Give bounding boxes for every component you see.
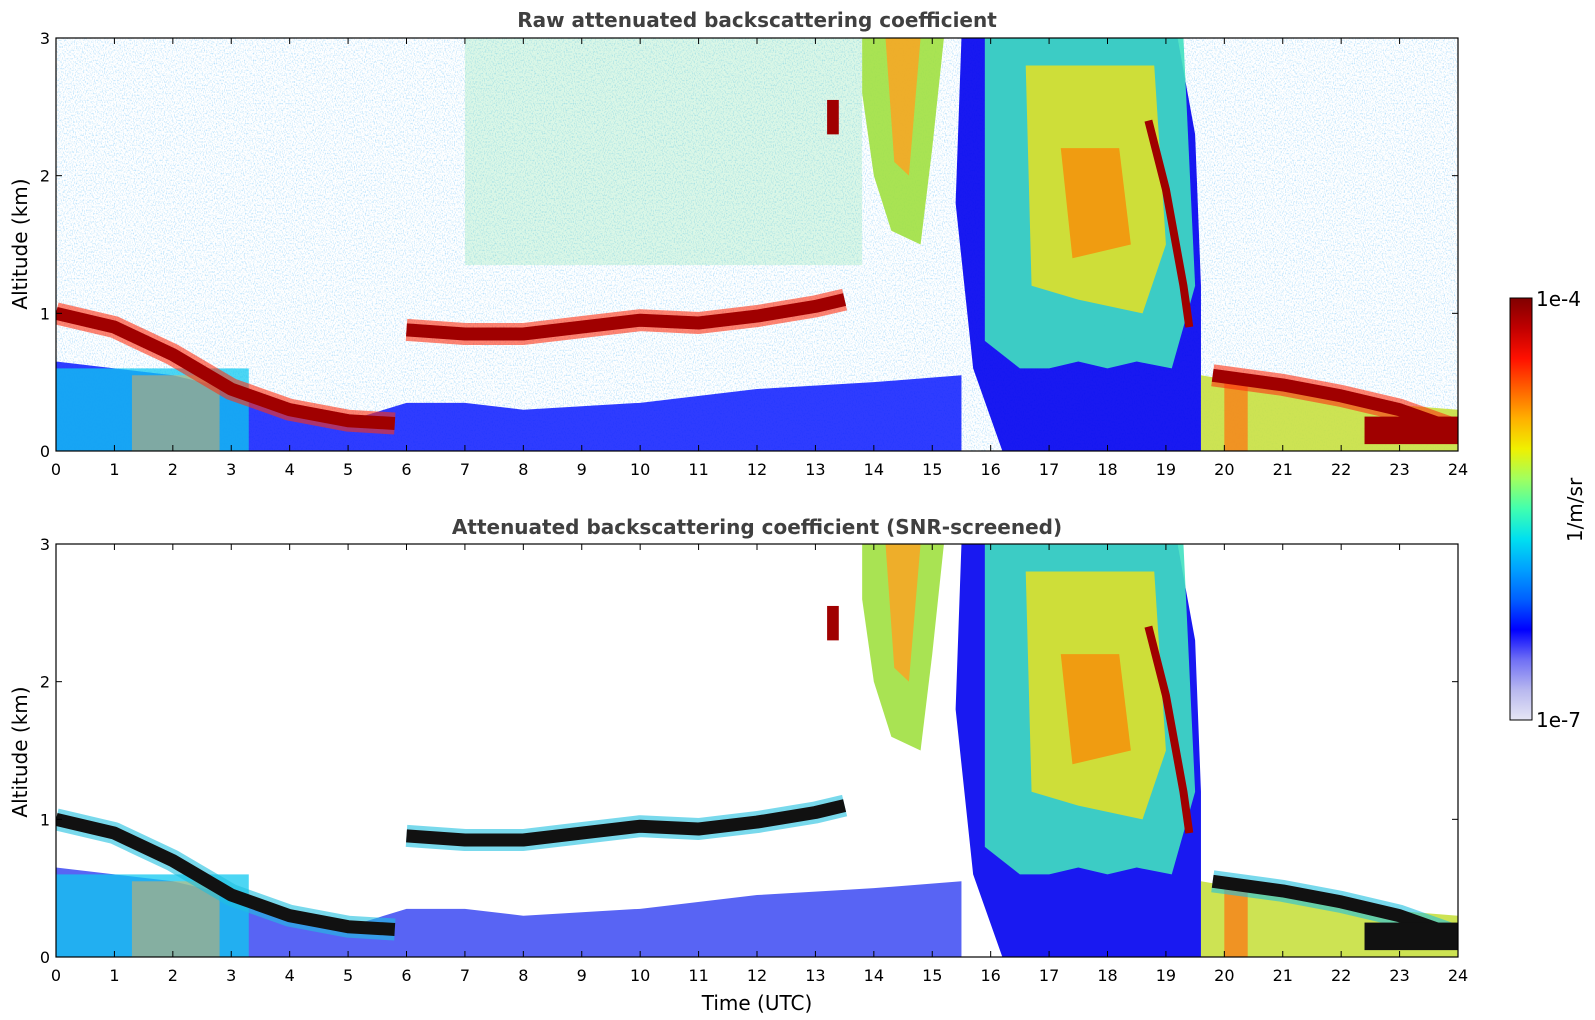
panel-raw-xtick-label: 0 <box>51 460 61 479</box>
panel-raw-evening-plume <box>1224 382 1248 451</box>
colorbar-max-label: 1e-4 <box>1536 287 1581 311</box>
panel-screened-xtick-label: 8 <box>518 966 528 985</box>
panel-raw-surface-layer <box>1364 416 1458 445</box>
panel-raw-streak <box>1144 119 1194 328</box>
panel-screened-ytick-label: 1 <box>40 810 50 829</box>
panel-screened-xtick-label: 9 <box>577 966 587 985</box>
panel-screened-xtick-label: 1 <box>109 966 119 985</box>
colorbar-bar <box>1509 297 1533 721</box>
panel-screened-surface-layer <box>1364 922 1458 951</box>
panel-raw-boundary-layer <box>56 361 962 451</box>
panel-raw-ytick-label: 0 <box>40 442 50 461</box>
panel-screened-xtick-label: 20 <box>1214 966 1234 985</box>
panel-raw-ytick-label: 2 <box>40 167 50 186</box>
panel-screened-ytick-label: 3 <box>40 535 50 554</box>
panel-screened-xtick-label: 14 <box>864 966 884 985</box>
panel-raw-ytick-label: 1 <box>40 304 50 323</box>
panel-screened-xtick-label: 10 <box>630 966 650 985</box>
panel-raw-xtick-label: 6 <box>401 460 411 479</box>
panel-raw-xtick-label: 13 <box>805 460 825 479</box>
panel-raw-xtick-label: 16 <box>980 460 1000 479</box>
panel-raw-xtick-label: 3 <box>226 460 236 479</box>
panel-screened-xtick-label: 0 <box>51 966 61 985</box>
panel-raw-xtick-label: 8 <box>518 460 528 479</box>
panel-screened-streak <box>1144 625 1194 834</box>
panel-raw-xtick-label: 7 <box>460 460 470 479</box>
panel-raw-layer-0 <box>56 293 847 430</box>
panel-screened-xtick-label: 18 <box>1097 966 1117 985</box>
panel-raw-upper-signal <box>464 38 863 266</box>
colorbar-min-label: 1e-7 <box>1536 708 1581 732</box>
panel-raw-xtick-label: 1 <box>109 460 119 479</box>
panel-screened-ytick-label: 2 <box>40 673 50 692</box>
panel-raw-xtick-label: 19 <box>1156 460 1176 479</box>
panel-screened-cloud-blob <box>827 605 839 641</box>
panel-raw-xtick-label: 21 <box>1273 460 1293 479</box>
panel-screened-xtick-label: 4 <box>285 966 295 985</box>
panel-screened-xtick-label: 16 <box>980 966 1000 985</box>
panel-screened-xtick-label: 19 <box>1156 966 1176 985</box>
panel-screened-cloud-hot <box>1060 654 1131 765</box>
panel-screened-evening-plume <box>1224 888 1248 957</box>
panel-screened-xtick-label: 11 <box>688 966 708 985</box>
panel-raw-title: Raw attenuated backscattering coefficien… <box>517 8 997 32</box>
panel-screened-ytick-label: 0 <box>40 948 50 967</box>
panel-screened-xtick-label: 5 <box>343 966 353 985</box>
panel-screened-morning-warm <box>131 881 220 957</box>
panel-raw-morning-warm <box>131 375 220 451</box>
panel-raw-xtick-label: 20 <box>1214 460 1234 479</box>
panel-screened-xtick-label: 3 <box>226 966 236 985</box>
panel-screened-xtick-label: 21 <box>1273 966 1293 985</box>
panel-raw-ylabel: Altitude (km) <box>8 178 32 309</box>
panel-raw-xtick-label: 18 <box>1097 460 1117 479</box>
panel-screened-xtick-label: 24 <box>1448 966 1468 985</box>
panel-screened-xtick-label: 22 <box>1331 966 1351 985</box>
panel-raw-xtick-label: 12 <box>747 460 767 479</box>
panel-screened: Attenuated backscattering coefficient (S… <box>8 515 1468 1015</box>
panel-raw-xtick-label: 24 <box>1448 460 1468 479</box>
panel-screened-xtick-label: 12 <box>747 966 767 985</box>
colorbar: 1e-4 1e-7 1/m/sr <box>1509 287 1587 732</box>
panel-raw-virga-core <box>885 38 921 176</box>
panel-raw-xtick-label: 22 <box>1331 460 1351 479</box>
panel-screened-xtick-label: 15 <box>922 966 942 985</box>
panel-raw-xtick-label: 14 <box>864 460 884 479</box>
panel-raw-xtick-label: 15 <box>922 460 942 479</box>
panel-raw-cloud-hot <box>1060 148 1131 259</box>
panel-screened-xtick-label: 17 <box>1039 966 1059 985</box>
panel-raw-xtick-label: 4 <box>285 460 295 479</box>
panel-screened-title: Attenuated backscattering coefficient (S… <box>452 515 1062 539</box>
panel-screened-xtick-label: 7 <box>460 966 470 985</box>
panel-screened-layer-0 <box>56 799 847 936</box>
panel-screened-ylabel: Altitude (km) <box>8 686 32 817</box>
panel-screened-xtick-label: 23 <box>1389 966 1409 985</box>
panel-raw-xtick-label: 11 <box>688 460 708 479</box>
panel-raw-cloud-blob <box>827 99 839 135</box>
panel-raw-xtick-label: 2 <box>168 460 178 479</box>
x-axis-label: Time (UTC) <box>701 991 813 1015</box>
panel-raw: Raw attenuated backscattering coefficien… <box>8 8 1468 479</box>
panel-screened-boundary-layer <box>56 867 962 957</box>
panel-screened-xtick-label: 13 <box>805 966 825 985</box>
colorbar-unit-label: 1/m/sr <box>1563 477 1587 542</box>
panel-raw-xtick-label: 5 <box>343 460 353 479</box>
panel-raw-ytick-label: 3 <box>40 29 50 48</box>
panel-screened-virga-core <box>885 544 921 682</box>
panel-raw-xtick-label: 23 <box>1389 460 1409 479</box>
panel-raw-xtick-label: 10 <box>630 460 650 479</box>
panel-raw-xtick-label: 9 <box>577 460 587 479</box>
panel-screened-xtick-label: 6 <box>401 966 411 985</box>
panel-screened-xtick-label: 2 <box>168 966 178 985</box>
panel-raw-xtick-label: 17 <box>1039 460 1059 479</box>
